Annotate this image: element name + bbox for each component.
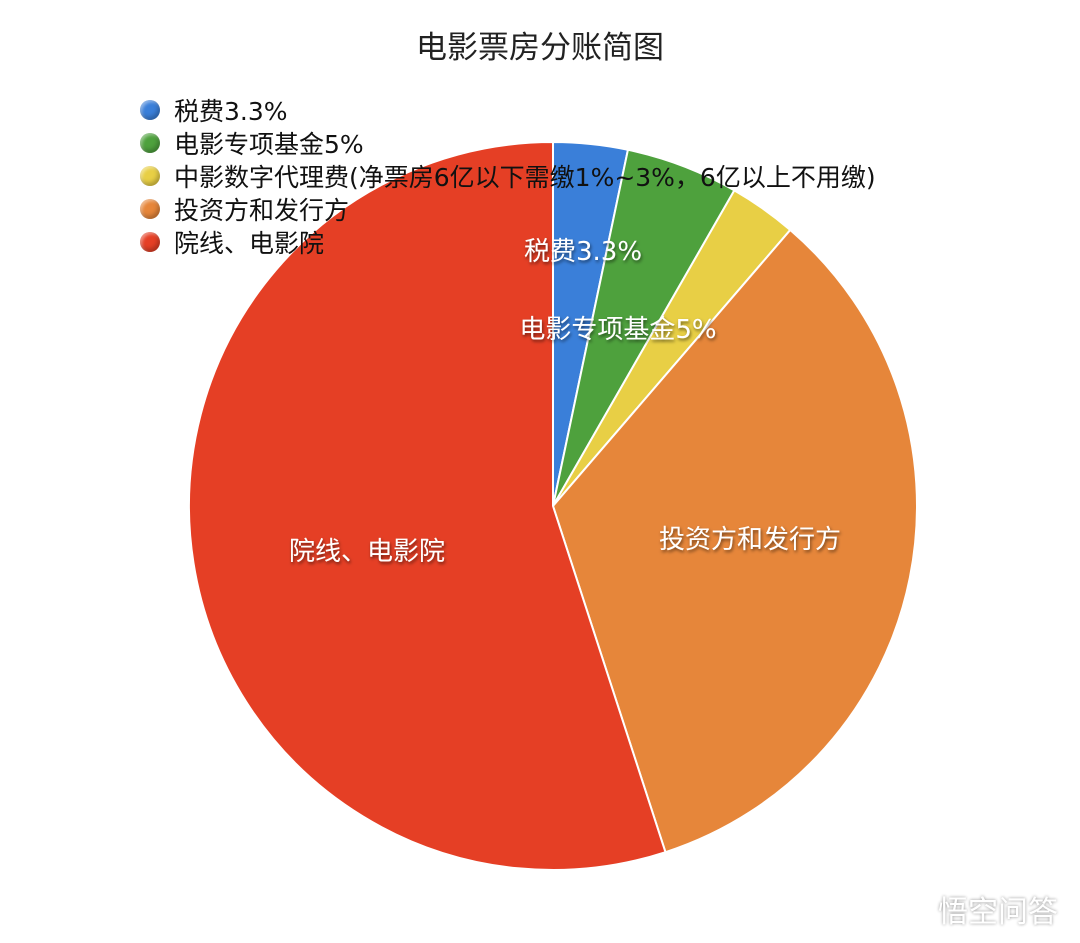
legend-label: 税费3.3% xyxy=(174,96,288,126)
legend-label: 院线、电影院 xyxy=(174,228,325,258)
slice-label-3: 投资方和发行方 xyxy=(659,525,841,555)
legend-swatch xyxy=(140,99,160,120)
slice-label-0: 税费3.3% xyxy=(524,237,642,267)
legend-item: 院线、电影院 xyxy=(140,225,876,258)
slice-label-1: 电影专项基金5% xyxy=(519,315,716,345)
watermark: 悟空问答 xyxy=(938,895,1058,930)
pie-slice-4 xyxy=(188,140,667,871)
chart-title: 电影票房分账简图 xyxy=(416,30,664,66)
legend: 税费3.3% 电影专项基金5% 中影数字代理费(净票房6亿以下需缴1%~3%，6亿以… xyxy=(140,93,876,258)
legend-swatch xyxy=(140,165,160,186)
legend-swatch xyxy=(140,198,160,219)
legend-item: 电影专项基金5% xyxy=(140,126,876,159)
pie-slice-3 xyxy=(551,228,918,854)
legend-item: 税费3.3% xyxy=(140,93,876,126)
legend-swatch xyxy=(140,231,160,252)
legend-swatch xyxy=(140,132,160,153)
legend-label: 投资方和发行方 xyxy=(174,195,350,225)
legend-item: 投资方和发行方 xyxy=(140,192,876,225)
slice-label-4: 院线、电影院 xyxy=(289,537,445,567)
legend-item: 中影数字代理费(净票房6亿以下需缴1%~3%，6亿以上不用缴) xyxy=(140,159,876,192)
legend-label: 中影数字代理费(净票房6亿以下需缴1%~3%，6亿以上不用缴) xyxy=(174,162,876,192)
legend-label: 电影专项基金5% xyxy=(174,129,364,159)
